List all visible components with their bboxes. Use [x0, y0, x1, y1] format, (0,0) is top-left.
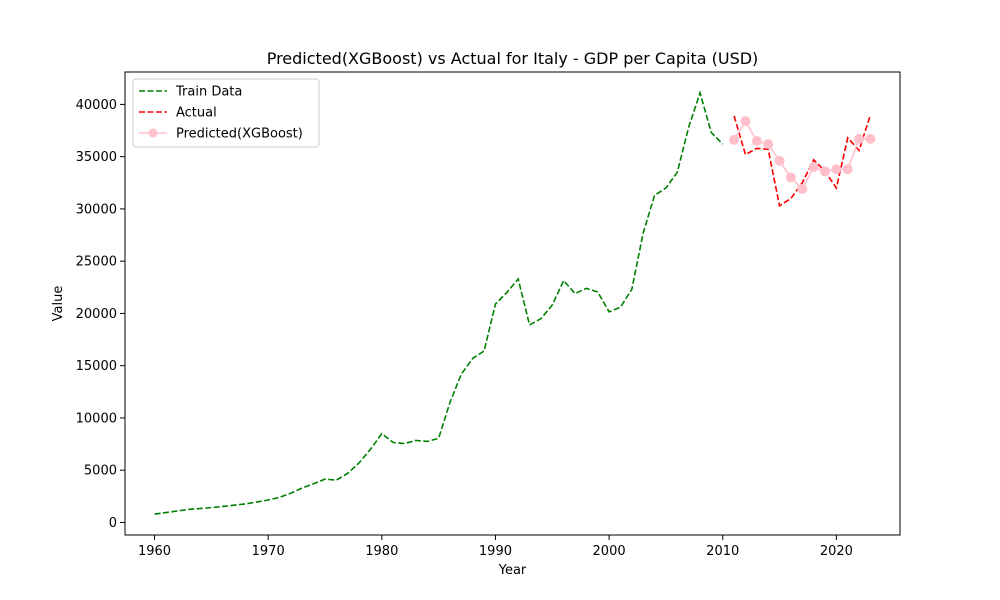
series-line-1 — [733, 114, 872, 208]
series-point — [797, 184, 808, 195]
x-tick-label: 1990 — [479, 544, 512, 559]
x-tick-label: 2010 — [706, 544, 739, 559]
series-line-2 — [733, 119, 871, 191]
series-point — [751, 135, 762, 146]
series-point — [785, 172, 796, 183]
series-point — [808, 162, 819, 173]
series-point — [831, 164, 842, 175]
x-tick-label: 2020 — [820, 544, 853, 559]
series-line-0 — [154, 90, 724, 515]
y-tick-label: 10000 — [76, 411, 117, 426]
series-point — [763, 139, 774, 150]
x-tick-label: 1960 — [138, 544, 171, 559]
series-point — [854, 133, 865, 144]
x-axis-title: Year — [498, 563, 527, 578]
x-tick-label: 1970 — [252, 544, 285, 559]
chart-title: Predicted(XGBoost) vs Actual for Italy -… — [267, 49, 759, 68]
y-axis-ticks: 0 5000 10000 15000 20000 25000 30000 35000 40000 — [76, 98, 125, 531]
legend-entry: Predicted(XGBoost) — [176, 127, 303, 142]
y-tick-label: 25000 — [76, 255, 117, 270]
series-point — [729, 134, 740, 145]
legend-entry: Actual — [176, 106, 217, 121]
legend: Train Data Actual Predicted(XGBoost) — [132, 78, 320, 148]
y-tick-label: 20000 — [76, 307, 117, 322]
series-point — [842, 164, 853, 175]
legend-box — [132, 78, 320, 148]
y-tick-label: 40000 — [76, 98, 117, 113]
x-axis-ticks: 1960 1970 1980 1990 2000 2010 2020 — [138, 535, 853, 559]
y-tick-label: 0 — [109, 516, 117, 531]
x-tick-label: 2000 — [593, 544, 626, 559]
series-layer — [154, 90, 876, 515]
series-point — [740, 116, 751, 127]
series-point — [820, 166, 830, 177]
y-axis-title: Value — [51, 286, 66, 322]
axes-frame — [124, 71, 901, 536]
series-point — [774, 155, 785, 166]
y-tick-label: 5000 — [84, 464, 117, 479]
y-tick-label: 35000 — [76, 150, 117, 165]
legend-entry: Train Data — [175, 85, 242, 100]
legend-marker — [148, 128, 158, 138]
x-tick-label: 1980 — [365, 544, 398, 559]
y-tick-label: 15000 — [76, 359, 117, 374]
series-point — [865, 133, 876, 144]
y-tick-label: 30000 — [76, 202, 117, 217]
